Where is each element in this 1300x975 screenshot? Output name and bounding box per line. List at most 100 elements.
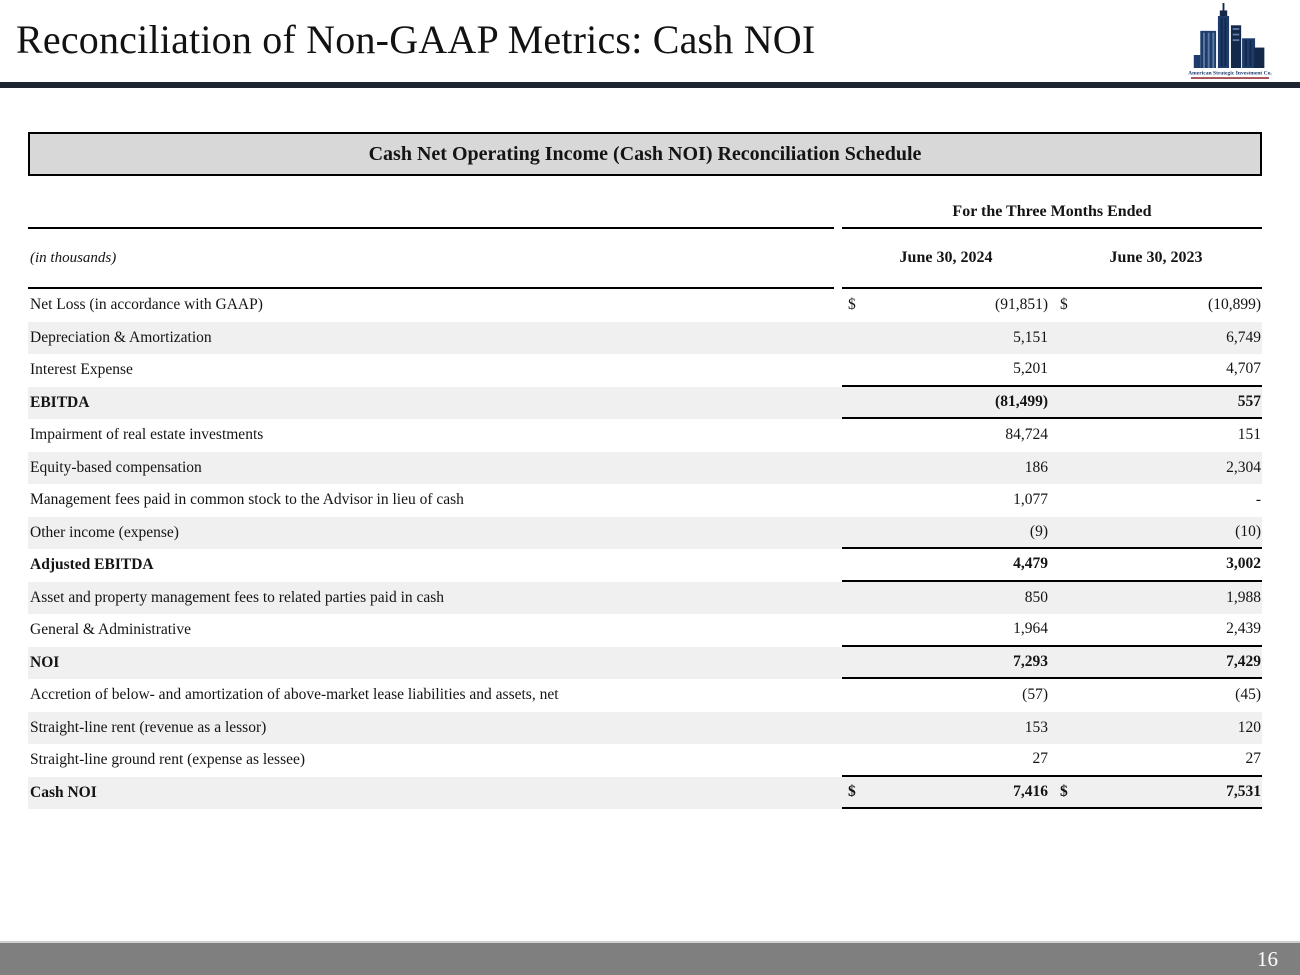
value-cell: 6,749: [1050, 322, 1262, 355]
row-label: Management fees paid in common stock to …: [30, 491, 464, 509]
table-row: Depreciation & Amortization 5,151 6,749: [28, 321, 1262, 355]
slide-header: Reconciliation of Non-GAAP Metrics: Cash…: [0, 0, 1300, 82]
value-cell: 4,479: [842, 549, 1050, 580]
column-header-2023: June 30, 2023: [1109, 249, 1203, 266]
value-cell: $ (10,899): [1050, 289, 1262, 322]
date-columns: June 30, 2024 June 30, 2023: [842, 229, 1262, 289]
cell-value: 850: [1024, 588, 1048, 606]
cell-value: 4,707: [1226, 360, 1261, 378]
table-row: Straight-line ground rent (expense as le…: [28, 744, 1262, 777]
cell-value: 4,479: [1013, 555, 1048, 573]
page-number: 16: [1257, 946, 1278, 971]
page-title: Reconciliation of Non-GAAP Metrics: Cash…: [16, 17, 816, 62]
value-cell: $ (91,851): [842, 289, 1050, 322]
cell-value: (57): [1022, 686, 1048, 704]
cell-value: 1,964: [1013, 620, 1048, 638]
cell-value: 7,531: [1226, 782, 1261, 800]
value-cell: 84,724: [842, 419, 1050, 452]
row-values: 7,293 7,429: [842, 647, 1262, 679]
table-row: Interest Expense 5,201 4,707: [28, 354, 1262, 387]
value-cell: (81,499): [842, 387, 1050, 418]
value-cell: (45): [1050, 679, 1262, 712]
table-row: NOI 7,293 7,429: [28, 646, 1262, 679]
cell-value: 3,002: [1226, 555, 1261, 573]
dollar-sign: $: [1060, 296, 1068, 314]
value-cell: (9): [842, 517, 1050, 548]
value-cell: $ 7,416: [842, 777, 1050, 808]
row-values: 4,479 3,002: [842, 549, 1262, 582]
row-values: (9) (10): [842, 517, 1262, 549]
row-label: Depreciation & Amortization: [30, 328, 212, 346]
cell-value: 2,439: [1226, 620, 1261, 638]
value-cell: 4,707: [1050, 354, 1262, 385]
row-values: 1,077 -: [842, 484, 1262, 517]
table-row: EBITDA (81,499) 557: [28, 386, 1262, 419]
value-cell: 1,988: [1050, 582, 1262, 615]
value-cell: 3,002: [1050, 549, 1262, 580]
table-row: General & Administrative 1,964 2,439: [28, 614, 1262, 647]
cell-value: 1,077: [1013, 491, 1048, 509]
value-cell: 1,964: [842, 614, 1050, 645]
cell-value: 27: [1032, 750, 1049, 768]
cell-value: 7,416: [1013, 782, 1048, 800]
table-row: Net Loss (in accordance with GAAP) $ (91…: [28, 289, 1262, 322]
cell-value: (91,851): [995, 296, 1048, 314]
row-label: Other income (expense): [30, 523, 179, 541]
row-values: 27 27: [842, 744, 1262, 777]
cell-value: 2,304: [1226, 458, 1261, 476]
cell-value: 1,988: [1226, 588, 1261, 606]
table-row: Straight-line rent (revenue as a lessor)…: [28, 711, 1262, 745]
unit-note: (in thousands): [28, 229, 834, 289]
row-label: Straight-line rent (revenue as a lessor): [30, 718, 267, 736]
cell-value: 84,724: [1005, 426, 1048, 444]
value-cell: 27: [1050, 744, 1262, 775]
row-label: Adjusted EBITDA: [30, 556, 154, 574]
row-label: Interest Expense: [30, 361, 133, 379]
row-values: 5,201 4,707: [842, 354, 1262, 387]
reconciliation-table: For the Three Months Ended (in thousands…: [28, 196, 1262, 809]
value-cell: 186: [842, 452, 1050, 485]
period-header: For the Three Months Ended: [842, 196, 1262, 229]
cell-value: -: [1255, 491, 1261, 509]
value-cell: 2,304: [1050, 452, 1262, 485]
row-label: Accretion of below- and amortization of …: [30, 686, 559, 704]
row-label: Cash NOI: [30, 783, 97, 801]
logo-caption: American Strategic Investment Co.: [1188, 71, 1272, 77]
table-body: Net Loss (in accordance with GAAP) $ (91…: [28, 289, 1262, 809]
row-values: 153 120: [842, 712, 1262, 745]
row-values: 850 1,988: [842, 582, 1262, 615]
value-cell: 7,293: [842, 647, 1050, 678]
row-label: Net Loss (in accordance with GAAP): [30, 296, 263, 314]
row-values: (81,499) 557: [842, 387, 1262, 419]
value-cell: 2,439: [1050, 614, 1262, 645]
value-cell: (10): [1050, 517, 1262, 548]
cell-value: 5,151: [1013, 328, 1048, 346]
table-row: Asset and property management fees to re…: [28, 581, 1262, 615]
cell-value: 557: [1237, 392, 1261, 410]
value-cell: 5,151: [842, 322, 1050, 355]
row-values: 186 2,304: [842, 452, 1262, 485]
cell-value: (81,499): [995, 392, 1048, 410]
row-values: $ 7,416 $ 7,531: [842, 777, 1262, 809]
value-cell: 151: [1050, 419, 1262, 452]
dollar-sign: $: [1060, 782, 1068, 800]
table-row: Accretion of below- and amortization of …: [28, 679, 1262, 712]
row-values: 84,724 151: [842, 419, 1262, 452]
cell-value: 186: [1024, 458, 1048, 476]
value-cell: $ 7,531: [1050, 777, 1262, 808]
table-row: Adjusted EBITDA 4,479 3,002: [28, 549, 1262, 582]
table-row: Cash NOI $ 7,416 $ 7,531: [28, 776, 1262, 809]
row-label: Straight-line ground rent (expense as le…: [30, 751, 306, 769]
table-header-period-row: For the Three Months Ended: [28, 196, 1262, 229]
row-label: Asset and property management fees to re…: [30, 588, 445, 606]
header-label-spacer: [28, 196, 834, 229]
cell-value: (10,899): [1208, 296, 1261, 314]
cell-value: (10): [1235, 522, 1261, 540]
value-cell: 850: [842, 582, 1050, 615]
table-row: Management fees paid in common stock to …: [28, 484, 1262, 517]
row-values: $ (91,851) $ (10,899): [842, 289, 1262, 322]
value-cell: -: [1050, 484, 1262, 517]
value-cell: 27: [842, 744, 1050, 775]
column-header-2024: June 30, 2024: [899, 249, 993, 266]
value-cell: 120: [1050, 712, 1262, 745]
